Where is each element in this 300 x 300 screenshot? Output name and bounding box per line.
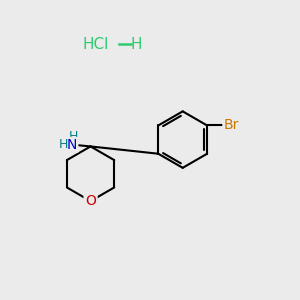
Text: N: N — [67, 138, 77, 152]
Text: H: H — [131, 37, 142, 52]
Text: H: H — [68, 130, 78, 143]
Text: HCl: HCl — [82, 37, 109, 52]
Text: Br: Br — [224, 118, 239, 133]
Text: O: O — [85, 194, 96, 208]
Text: H: H — [59, 138, 68, 151]
